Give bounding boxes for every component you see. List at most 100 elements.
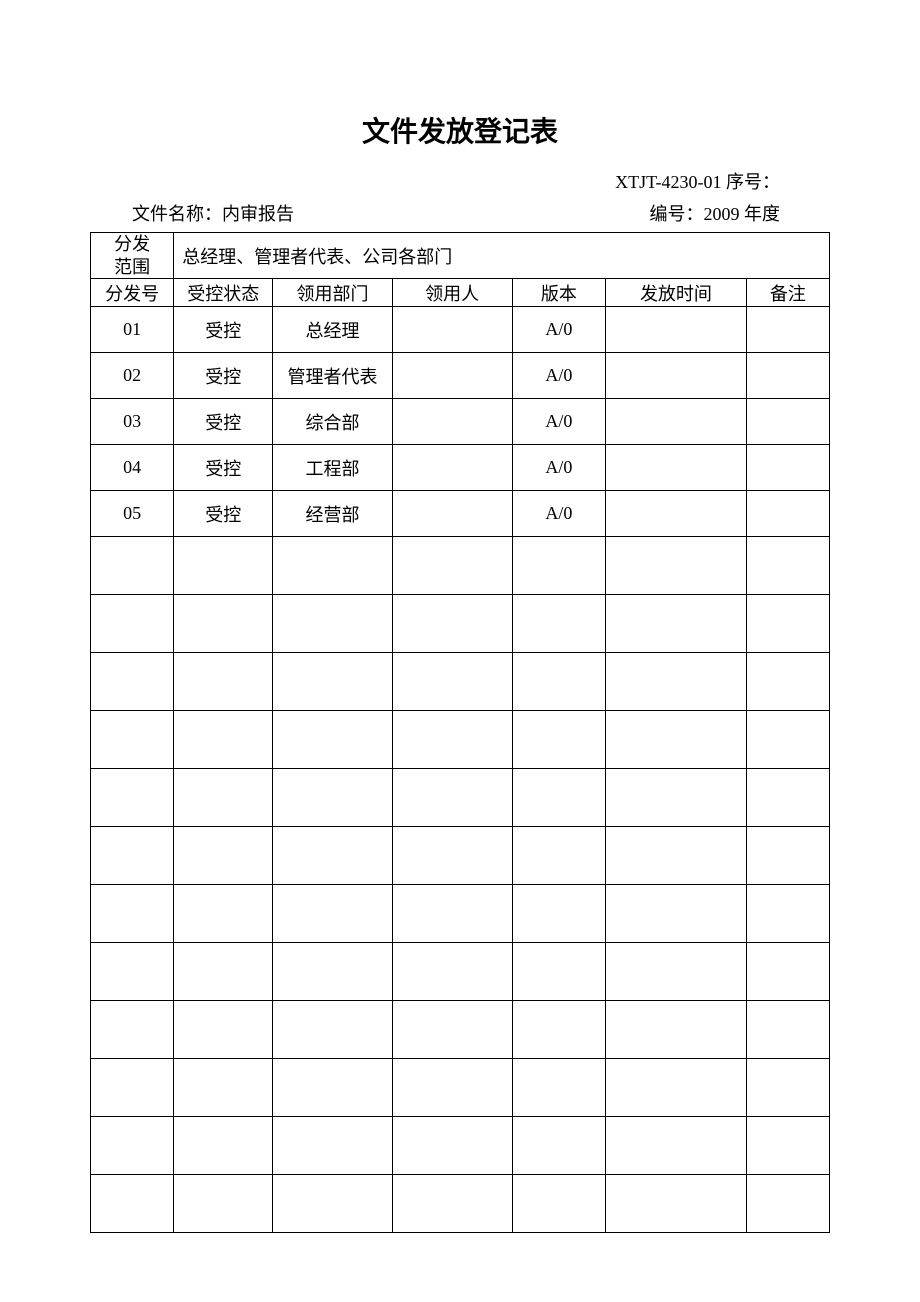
serial-value: 2009 年度	[704, 204, 781, 224]
cell-ver: A/0	[512, 353, 606, 399]
cell-id: 02	[91, 353, 174, 399]
cell-empty	[746, 943, 829, 1001]
cell-empty	[392, 1117, 512, 1175]
cell-empty	[512, 537, 606, 595]
table-row	[91, 537, 830, 595]
col-header-dept: 领用部门	[273, 279, 393, 307]
cell-empty	[91, 595, 174, 653]
cell-empty	[746, 885, 829, 943]
cell-time	[606, 399, 747, 445]
cell-empty	[273, 1059, 393, 1117]
cell-state: 受控	[174, 399, 273, 445]
page-title: 文件发放登记表	[90, 110, 830, 150]
table-row	[91, 711, 830, 769]
cell-empty	[512, 769, 606, 827]
cell-empty	[606, 1059, 747, 1117]
cell-empty	[746, 1059, 829, 1117]
cell-empty	[174, 1001, 273, 1059]
cell-empty	[746, 1175, 829, 1233]
cell-empty	[91, 1175, 174, 1233]
cell-person	[392, 353, 512, 399]
cell-empty	[91, 653, 174, 711]
cell-empty	[606, 943, 747, 1001]
table-row	[91, 885, 830, 943]
table-row	[91, 653, 830, 711]
cell-empty	[746, 769, 829, 827]
table-row: 05受控经营部A/0	[91, 491, 830, 537]
cell-note	[746, 445, 829, 491]
cell-empty	[606, 827, 747, 885]
cell-empty	[392, 1059, 512, 1117]
table-row	[91, 1001, 830, 1059]
cell-empty	[746, 827, 829, 885]
scope-row: 分发 范围 总经理、管理者代表、公司各部门	[91, 233, 830, 279]
cell-empty	[273, 885, 393, 943]
cell-empty	[91, 885, 174, 943]
cell-empty	[392, 711, 512, 769]
table-row	[91, 1175, 830, 1233]
col-header-note: 备注	[746, 279, 829, 307]
file-name-value: 内审报告	[222, 204, 294, 224]
cell-dept: 工程部	[273, 445, 393, 491]
cell-empty	[273, 1175, 393, 1233]
cell-dept: 管理者代表	[273, 353, 393, 399]
cell-empty	[174, 827, 273, 885]
cell-empty	[174, 1117, 273, 1175]
cell-empty	[512, 885, 606, 943]
col-header-time: 发放时间	[606, 279, 747, 307]
table-row: 02受控管理者代表A/0	[91, 353, 830, 399]
cell-time	[606, 491, 747, 537]
cell-empty	[392, 595, 512, 653]
table-row	[91, 943, 830, 1001]
cell-empty	[746, 711, 829, 769]
cell-note	[746, 491, 829, 537]
cell-ver: A/0	[512, 307, 606, 353]
scope-header-l2: 范围	[114, 257, 150, 277]
meta-row: 文件名称：内审报告 编号：2009 年度	[90, 200, 830, 226]
doc-code-row: XTJT-4230-01 序号：	[90, 168, 830, 194]
distribution-table: 分发 范围 总经理、管理者代表、公司各部门 分发号 受控状态 领用部门 领用人 …	[90, 232, 830, 1233]
cell-empty	[392, 1001, 512, 1059]
cell-ver: A/0	[512, 399, 606, 445]
col-header-state: 受控状态	[174, 279, 273, 307]
cell-empty	[273, 537, 393, 595]
cell-empty	[512, 1175, 606, 1233]
cell-empty	[606, 769, 747, 827]
cell-time	[606, 445, 747, 491]
cell-ver: A/0	[512, 445, 606, 491]
cell-empty	[273, 943, 393, 1001]
cell-empty	[174, 885, 273, 943]
cell-id: 01	[91, 307, 174, 353]
col-header-id: 分发号	[91, 279, 174, 307]
cell-empty	[91, 827, 174, 885]
cell-id: 05	[91, 491, 174, 537]
cell-note	[746, 307, 829, 353]
table-row	[91, 769, 830, 827]
cell-empty	[606, 595, 747, 653]
cell-empty	[512, 595, 606, 653]
table-row	[91, 1059, 830, 1117]
document-page: 文件发放登记表 XTJT-4230-01 序号： 文件名称：内审报告 编号：20…	[0, 0, 920, 1233]
cell-ver: A/0	[512, 491, 606, 537]
serial-label: 编号：	[650, 204, 704, 224]
cell-empty	[392, 769, 512, 827]
cell-empty	[174, 595, 273, 653]
cell-empty	[606, 885, 747, 943]
cell-empty	[91, 711, 174, 769]
cell-empty	[746, 653, 829, 711]
cell-dept: 综合部	[273, 399, 393, 445]
cell-empty	[392, 885, 512, 943]
table-row	[91, 1117, 830, 1175]
cell-state: 受控	[174, 307, 273, 353]
cell-empty	[512, 1001, 606, 1059]
cell-id: 03	[91, 399, 174, 445]
file-name-label: 文件名称：	[132, 204, 222, 224]
cell-empty	[273, 653, 393, 711]
cell-empty	[512, 827, 606, 885]
cell-empty	[273, 769, 393, 827]
scope-value: 总经理、管理者代表、公司各部门	[174, 233, 830, 279]
cell-empty	[273, 1001, 393, 1059]
cell-empty	[392, 827, 512, 885]
cell-empty	[174, 943, 273, 1001]
cell-empty	[392, 943, 512, 1001]
